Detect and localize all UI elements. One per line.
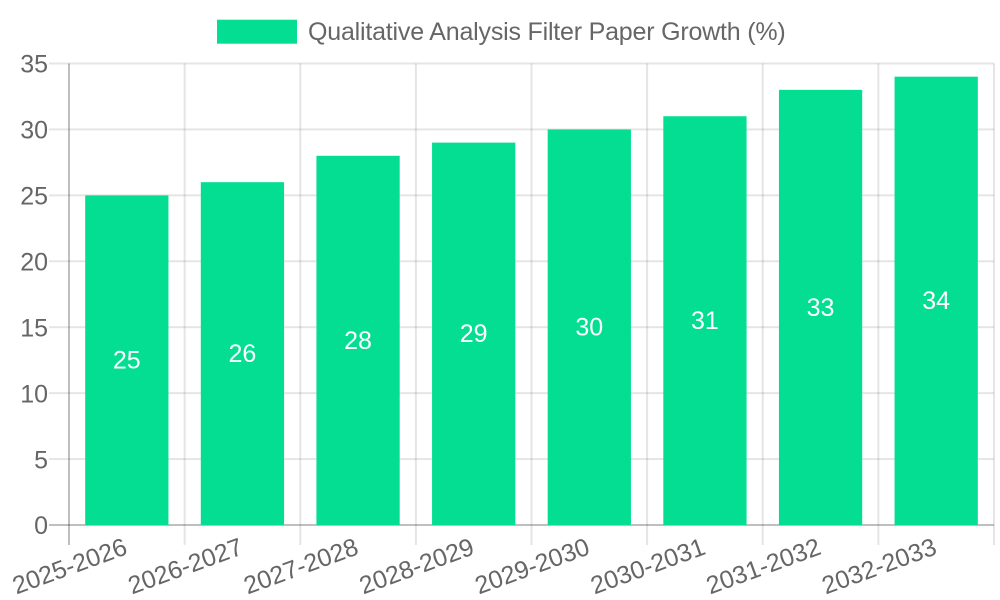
svg-text:28: 28 [344, 327, 372, 355]
svg-text:31: 31 [691, 307, 719, 335]
svg-text:35: 35 [20, 51, 48, 79]
svg-text:25: 25 [20, 183, 48, 211]
svg-text:20: 20 [20, 248, 48, 276]
svg-text:34: 34 [922, 287, 950, 315]
svg-text:30: 30 [20, 117, 48, 145]
svg-text:10: 10 [20, 380, 48, 408]
svg-text:5: 5 [34, 446, 48, 474]
svg-text:0: 0 [34, 512, 48, 540]
svg-text:15: 15 [20, 314, 48, 342]
svg-text:33: 33 [807, 294, 835, 322]
svg-text:25: 25 [113, 347, 141, 375]
svg-text:29: 29 [460, 320, 488, 348]
svg-text:26: 26 [229, 340, 257, 368]
svg-text:Qualitative Analysis Filter Pa: Qualitative Analysis Filter Paper Growth… [308, 18, 785, 46]
svg-text:30: 30 [575, 314, 603, 342]
